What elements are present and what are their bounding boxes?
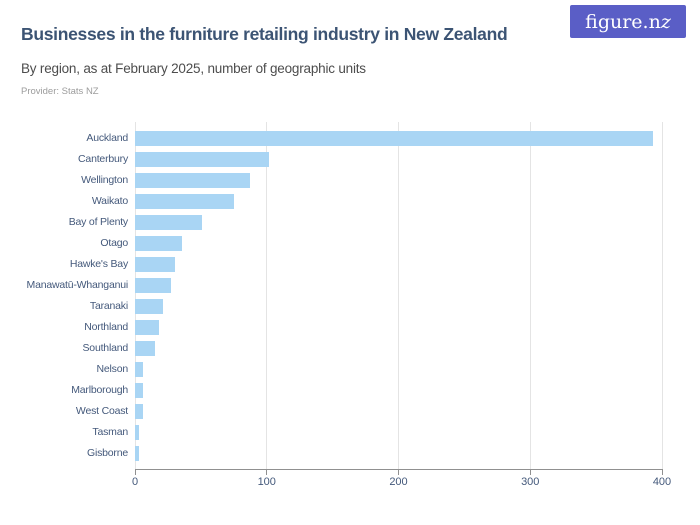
x-axis-tick-200: [398, 470, 399, 475]
figurenz-logo-z: z: [660, 10, 671, 33]
provider-label: Provider: Stats NZ: [21, 86, 99, 97]
bar-northland[interactable]: [135, 320, 159, 335]
bar-gisborne[interactable]: [135, 446, 139, 461]
page-title: Businesses in the furniture retailing in…: [21, 24, 508, 44]
bar-west-coast[interactable]: [135, 404, 143, 419]
category-label-canterbury: Canterbury: [78, 153, 128, 165]
x-axis-tick-label-0: 0: [131, 476, 139, 488]
x-axis-tick-label-200: 200: [389, 476, 408, 488]
category-label-hawke-s-bay: Hawke's Bay: [69, 258, 128, 270]
x-axis-line: [135, 469, 663, 470]
bar-auckland[interactable]: [135, 131, 653, 146]
bar-taranaki[interactable]: [135, 299, 163, 314]
category-label-otago: Otago: [100, 237, 128, 249]
bar-wellington[interactable]: [135, 173, 250, 188]
x-axis-tick-label-400: 400: [652, 476, 672, 488]
bar-hawke-s-bay[interactable]: [135, 257, 175, 272]
category-label-tasman: Tasman: [92, 426, 128, 438]
figurenz-logo-text: figure.n: [585, 10, 661, 33]
x-axis-tick-0: [134, 470, 136, 475]
bar-southland[interactable]: [135, 341, 155, 356]
gridline-0: [134, 122, 136, 470]
bar-tasman[interactable]: [135, 425, 139, 440]
x-axis-tick-400: [661, 470, 663, 475]
x-axis-tick-label-100: 100: [257, 476, 276, 488]
category-label-manawat-whanganui: Manawatū-Whanganui: [26, 279, 129, 291]
category-label-bay-of-plenty: Bay of Plenty: [68, 216, 128, 228]
gridline-400: [661, 122, 663, 470]
category-label-west-coast: West Coast: [75, 405, 128, 417]
category-label-wellington: Wellington: [81, 174, 128, 186]
bar-canterbury[interactable]: [135, 152, 270, 167]
category-label-gisborne: Gisborne: [86, 447, 128, 459]
bar-marlborough[interactable]: [135, 383, 143, 398]
category-label-southland: Southland: [82, 342, 129, 354]
bar-waikato[interactable]: [135, 194, 234, 209]
chart-subtitle: By region, as at February 2025, number o…: [21, 61, 366, 76]
figurenz-logo[interactable]: figure.n z: [570, 5, 686, 38]
bar-nelson[interactable]: [135, 362, 143, 377]
bar-manawat-whanganui[interactable]: [135, 278, 171, 293]
x-axis-tick-label-300: 300: [521, 476, 540, 488]
x-axis-tick-100: [266, 470, 268, 475]
bar-bay-of-plenty[interactable]: [135, 215, 203, 230]
category-label-auckland: Auckland: [86, 132, 128, 144]
category-label-northland: Northland: [84, 321, 128, 333]
x-axis-tick-300: [529, 470, 531, 475]
gridline-200: [398, 122, 399, 470]
gridline-100: [266, 122, 268, 470]
gridline-300: [529, 122, 531, 470]
bar-otago[interactable]: [135, 236, 183, 251]
category-label-nelson: Nelson: [96, 363, 129, 375]
category-label-taranaki: Taranaki: [89, 300, 128, 312]
category-label-waikato: Waikato: [91, 195, 128, 207]
category-label-marlborough: Marlborough: [71, 384, 128, 396]
